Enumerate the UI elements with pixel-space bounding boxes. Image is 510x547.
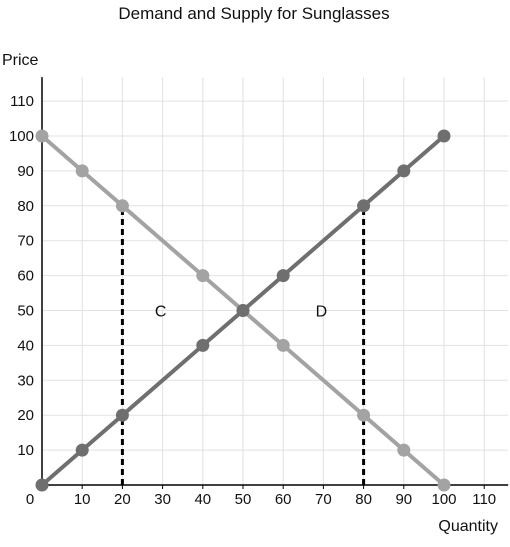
- x-tick-label-20: 20: [114, 491, 131, 508]
- series-2-point-8: [397, 164, 411, 178]
- series-1-point-1: [35, 129, 49, 143]
- x-tick-label-40: 40: [194, 491, 211, 508]
- axes: [41, 77, 509, 486]
- series-1-point-9: [437, 478, 451, 492]
- series-1-point-2: [75, 164, 89, 178]
- series-2-point-9: [437, 129, 451, 143]
- series-2-point-7: [357, 199, 371, 213]
- x-tick-label-30: 30: [154, 491, 171, 508]
- series-1-point-3: [115, 199, 129, 213]
- chart-title: Demand and Supply for Sunglasses: [118, 4, 389, 23]
- y-tick-label-20: 20: [17, 407, 34, 424]
- series-1-point-6: [276, 338, 290, 352]
- x-axis-label: Quantity: [438, 518, 498, 535]
- y-tick-label-90: 90: [17, 163, 34, 180]
- x-tick-label-10: 10: [74, 491, 91, 508]
- series-2-point-2: [75, 443, 89, 457]
- series-2: [35, 129, 451, 492]
- region-label-d: D: [316, 304, 328, 321]
- series-1-point-4: [196, 269, 210, 283]
- y-tick-label-100: 100: [9, 128, 34, 145]
- y-tick-label-70: 70: [17, 233, 34, 250]
- series-2-point-1: [35, 478, 49, 492]
- series-2-point-5: [236, 304, 250, 317]
- x-tick-label-110: 110: [472, 491, 496, 508]
- x-tick-label-100: 100: [431, 491, 456, 508]
- series: [35, 129, 451, 492]
- x-tick-label-70: 70: [315, 491, 332, 508]
- x-tick-label-80: 80: [355, 491, 372, 508]
- x-tick-label-50: 50: [235, 491, 252, 508]
- series-1-point-8: [397, 443, 411, 457]
- x-tick-label-60: 60: [275, 491, 292, 508]
- y-tick-label-80: 80: [17, 198, 34, 215]
- tick-labels: 0 10 20 30 40 50 60 70 80 90 100 110 10 20 30 40 50 60 70 8…: [9, 93, 496, 508]
- grid: [42, 77, 509, 485]
- series-2-point-4: [196, 338, 210, 352]
- y-tick-label-40: 40: [17, 337, 34, 354]
- series-1-point-7: [357, 408, 371, 422]
- y-tick-label-50: 50: [17, 303, 34, 320]
- y-axis-label: Price: [2, 52, 39, 69]
- x-tick-label-0: 0: [26, 491, 34, 508]
- y-tick-label-110: 110: [10, 93, 34, 110]
- x-tick-label-90: 90: [395, 491, 412, 508]
- y-tick-label-10: 10: [17, 442, 34, 459]
- series-2-point-3: [115, 408, 129, 422]
- y-tick-label-60: 60: [17, 268, 34, 285]
- reference-lines: [120, 205, 366, 485]
- series-2-point-6: [276, 269, 290, 283]
- y-tick-label-30: 30: [17, 372, 34, 389]
- region-label-c: C: [155, 304, 167, 321]
